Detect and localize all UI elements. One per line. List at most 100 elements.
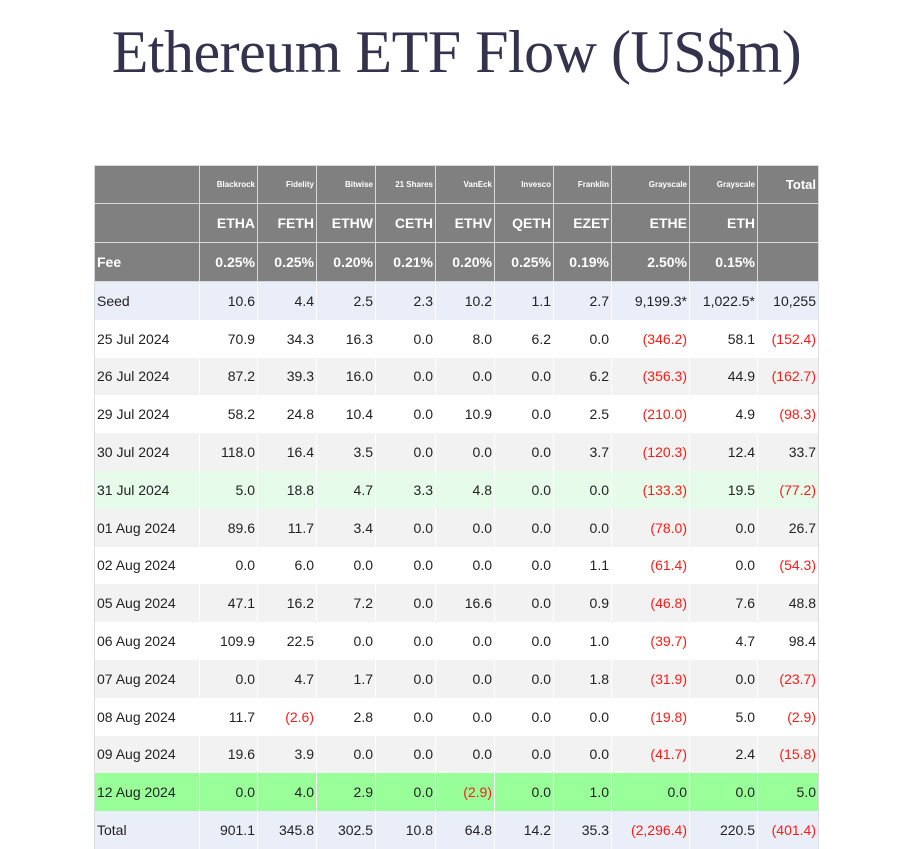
flow-cell: 2.8 <box>353 708 373 725</box>
table-row: 01 Aug 2024 89.6 11.7 3.4 0.0 0.0 0.0 0.0 (78.0)… <box>94 508 819 547</box>
ticker-header: ETHE <box>611 203 690 243</box>
fee-cell: 0.25% <box>199 242 258 282</box>
flow-cell: 19.6 <box>227 746 255 763</box>
row-label: 31 Jul 2024 <box>94 470 200 509</box>
flow-cell: 0.0 <box>531 670 551 687</box>
table-row: 05 Aug 2024 47.1 16.2 7.2 0.0 16.6 0.0 0.9 (46.8… <box>94 584 819 623</box>
flow-cell: 0.0 <box>531 784 551 801</box>
flow-cell: 2.3 <box>413 292 433 309</box>
ticker-header: ETH <box>689 203 758 243</box>
flow-cell: 2.9 <box>353 784 373 801</box>
flow-cell: (120.3) <box>642 444 687 461</box>
flow-cell: 35.3 <box>581 822 609 839</box>
flow-cell: (77.2) <box>757 470 819 509</box>
header-blank-cell <box>757 203 819 243</box>
flow-cell: 0.0 <box>531 633 551 650</box>
flow-cell: 345.8 <box>278 822 314 839</box>
row-label: 05 Aug 2024 <box>94 584 200 623</box>
issuer-header: 21 Shares <box>375 165 436 204</box>
flow-cell: 2.5 <box>589 406 609 423</box>
fee-cell: 0.15% <box>689 242 758 282</box>
flow-cell: 4.8 <box>472 481 492 498</box>
flow-cell: 1,022.5* <box>702 292 755 309</box>
flow-cell: 302.5 <box>337 822 373 839</box>
flow-cell: (356.3) <box>642 368 687 385</box>
flow-cell: 5.0 <box>757 773 819 812</box>
flow-cell: 0.0 <box>413 368 433 385</box>
flow-cell: 0.0 <box>413 444 433 461</box>
flow-cell: (210.0) <box>642 406 687 423</box>
flow-cell: 1.7 <box>353 670 373 687</box>
flow-cell: 0.0 <box>531 406 551 423</box>
row-label: 01 Aug 2024 <box>94 508 200 547</box>
row-label: 08 Aug 2024 <box>94 697 200 736</box>
flow-cell: 10.6 <box>227 292 255 309</box>
flow-cell: 0.0 <box>413 406 433 423</box>
flow-cell: 0.0 <box>735 670 755 687</box>
row-label: Total <box>94 811 200 849</box>
flow-cell: (152.4) <box>757 319 819 358</box>
issuer-header: VanEck <box>435 165 495 204</box>
flow-cell: 0.0 <box>472 708 492 725</box>
flow-cell: 18.8 <box>286 481 314 498</box>
flow-cell: 2.4 <box>735 746 755 763</box>
issuer-header: Invesco <box>494 165 554 204</box>
fee-cell: 0.25% <box>257 242 317 282</box>
flow-cell: 0.0 <box>472 670 492 687</box>
row-label: 09 Aug 2024 <box>94 735 200 774</box>
flow-cell: (61.4) <box>650 557 687 574</box>
row-label: Seed <box>94 281 200 320</box>
flow-cell: 901.1 <box>219 822 255 839</box>
flow-cell: 7.6 <box>735 595 755 612</box>
header-corner-cell <box>94 165 200 204</box>
table-row: 25 Jul 2024 70.9 34.3 16.3 0.0 8.0 6.2 0.0 (346.… <box>94 319 819 358</box>
flow-cell: 4.9 <box>735 406 755 423</box>
issuer-header-row: Blackrock Fidelity Bitwise 21 Shares VanEck I… <box>94 165 819 204</box>
flow-cell: 3.9 <box>294 746 314 763</box>
flow-cell: 3.5 <box>353 444 373 461</box>
flow-cell: 0.0 <box>413 557 433 574</box>
flow-cell: 10.4 <box>345 406 373 423</box>
flow-cell: 118.0 <box>221 444 255 461</box>
flow-cell: (46.8) <box>650 595 687 612</box>
table-row: 26 Jul 2024 87.2 39.3 16.0 0.0 0.0 0.0 6.2 (356.… <box>94 357 819 396</box>
flow-cell: 5.0 <box>735 708 755 725</box>
ticker-header: ETHA <box>199 203 258 243</box>
flow-cell: 4.7 <box>294 670 314 687</box>
header-blank-cell <box>757 242 819 282</box>
flow-cell: 11.7 <box>228 708 255 725</box>
flow-cell: 1.0 <box>589 784 609 801</box>
flow-cell: 10.2 <box>464 292 492 309</box>
flow-cell: 0.0 <box>735 557 755 574</box>
row-label: 07 Aug 2024 <box>94 659 200 698</box>
row-label: 12 Aug 2024 <box>94 773 200 812</box>
flow-cell: 2.5 <box>353 292 373 309</box>
flow-cell: (15.8) <box>757 735 819 774</box>
flow-cell: 1.1 <box>531 292 551 309</box>
ticker-header: FETH <box>257 203 317 243</box>
flow-cell: 89.6 <box>227 519 255 536</box>
flow-cell: 0.0 <box>353 557 373 574</box>
fee-cell: 0.20% <box>316 242 376 282</box>
flow-cell: 0.0 <box>413 595 433 612</box>
flow-cell: 70.9 <box>227 330 255 347</box>
flow-cell: 0.0 <box>735 784 755 801</box>
flow-cell: 3.4 <box>353 519 373 536</box>
row-label: 30 Jul 2024 <box>94 433 200 471</box>
issuer-header: Grayscale <box>689 165 758 204</box>
flow-cell: 0.0 <box>472 444 492 461</box>
flow-cell: 39.3 <box>286 368 314 385</box>
flow-cell: 22.5 <box>286 633 314 650</box>
flow-cell: 7.2 <box>353 595 373 612</box>
fee-label: Fee <box>94 242 200 282</box>
ticker-header: QETH <box>494 203 554 243</box>
flow-cell: 44.9 <box>727 368 755 385</box>
flow-cell: 1.0 <box>589 633 609 650</box>
flow-cell: 0.0 <box>531 444 551 461</box>
flow-cell: 0.0 <box>531 519 551 536</box>
flow-cell: 87.2 <box>227 368 255 385</box>
table-row: 29 Jul 2024 58.2 24.8 10.4 0.0 10.9 0.0 2.5 (210… <box>94 395 819 434</box>
issuer-header: Fidelity <box>257 165 317 204</box>
flow-cell: 0.0 <box>413 746 433 763</box>
flow-cell: 1.8 <box>589 670 609 687</box>
